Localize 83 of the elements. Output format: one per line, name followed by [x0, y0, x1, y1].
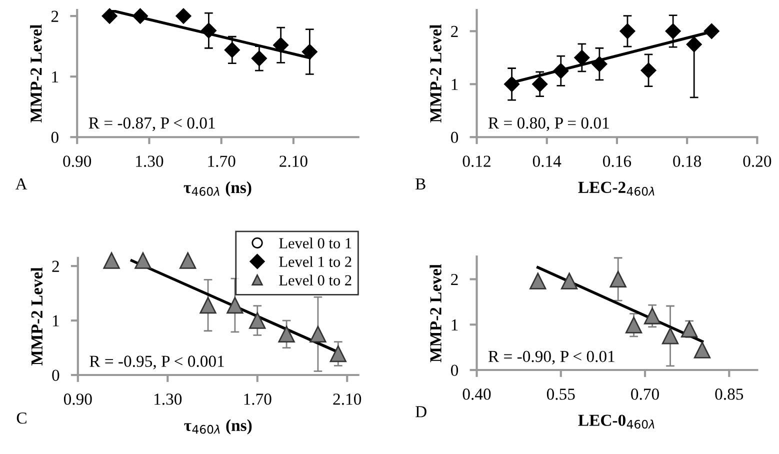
y-tick-label: 1	[452, 319, 458, 330]
point	[176, 8, 192, 24]
y-axis-title: MMP-2 Level	[30, 24, 42, 123]
point	[644, 308, 661, 324]
text: A	[15, 178, 28, 190]
point	[620, 23, 636, 39]
y-axis-title: MMP-2 Level	[30, 267, 43, 366]
annotation: R = -0.87, P < 0.01	[88, 117, 215, 132]
y-tick-label: 1	[52, 71, 58, 82]
point	[662, 328, 679, 344]
x-axis-title: LEC-2$_{460λ}$	[578, 182, 654, 196]
x-tick-label: 0.18	[673, 156, 702, 167]
y-tick-label: 2	[52, 260, 59, 272]
legend-label: Level 0 to 1	[279, 238, 352, 248]
point	[134, 252, 152, 269]
x-tick-label: 0.70	[631, 388, 659, 400]
point	[180, 252, 196, 269]
point	[665, 23, 681, 39]
x-axis-title: τ$_{460λ}$ (ns)	[184, 181, 252, 197]
y-tick-label: 2	[51, 10, 58, 22]
point	[310, 326, 326, 342]
point	[532, 76, 548, 92]
x-tick-label: 1.30	[154, 394, 182, 405]
y-tick-label: 0	[51, 132, 58, 144]
point	[504, 76, 520, 92]
x-tick-label: 0.90	[63, 156, 92, 167]
y-tick-label: 0	[450, 132, 458, 144]
point	[226, 296, 244, 314]
x-tick-label: 1.70	[208, 156, 236, 167]
x-tick-label: 2.10	[333, 394, 362, 405]
point	[592, 56, 608, 72]
point	[278, 326, 295, 342]
y-tick-label: 2	[451, 274, 458, 285]
y-axis-title: MMP-2 Level	[430, 24, 442, 123]
x-axis-title: LEC-0$_{460λ}$	[578, 414, 654, 429]
x-tick-label: 0.16	[603, 156, 632, 167]
point	[560, 272, 578, 290]
point	[200, 296, 216, 314]
x-tick-label: 1.70	[244, 394, 272, 405]
point	[610, 270, 626, 288]
text: D	[416, 406, 426, 418]
point	[686, 36, 702, 52]
text: B	[416, 178, 426, 190]
point	[251, 50, 267, 66]
x-tick-label: 0.12	[462, 156, 490, 167]
x-tick-label: 0.40	[462, 388, 491, 400]
x-axis-title: τ$_{460λ}$ (ns)	[184, 419, 252, 434]
point	[273, 37, 289, 53]
point	[302, 44, 318, 60]
annotation: R = 0.80, P = 0.01	[488, 117, 609, 132]
x-tick-label: 0.55	[546, 388, 575, 400]
point	[694, 342, 711, 358]
annotation: R = -0.95, P < 0.001	[90, 356, 224, 370]
point	[103, 252, 120, 269]
point	[330, 345, 346, 362]
y-tick-label: 0	[450, 364, 458, 376]
point	[625, 316, 642, 334]
point	[200, 22, 216, 38]
point	[680, 320, 698, 338]
y-tick-label: 1	[52, 315, 59, 326]
y-axis-title: MMP-2 Level	[430, 264, 442, 362]
point	[102, 8, 118, 24]
x-tick-label: 0.90	[64, 394, 92, 405]
point	[224, 42, 240, 58]
point	[530, 272, 546, 290]
y-tick-label: 0	[52, 370, 60, 381]
x-tick-label: 0.20	[743, 156, 772, 167]
point	[640, 62, 656, 78]
y-tick-label: 2	[451, 26, 458, 37]
text: C	[16, 412, 26, 424]
x-tick-label: 0.14	[532, 156, 562, 167]
y-tick-label: 1	[452, 78, 458, 90]
point	[132, 8, 148, 24]
point	[704, 23, 720, 39]
point	[553, 63, 569, 79]
point	[574, 50, 590, 66]
legend-label: Level 1 to 2	[279, 256, 352, 267]
x-tick-label: 2.10	[280, 156, 308, 167]
legend-label: Level 0 to 2	[279, 274, 352, 286]
x-tick-label: 1.30	[136, 156, 164, 167]
annotation: R = -0.90, P < 0.01	[488, 350, 614, 364]
x-tick-label: 0.85	[715, 388, 744, 400]
point	[249, 312, 266, 329]
